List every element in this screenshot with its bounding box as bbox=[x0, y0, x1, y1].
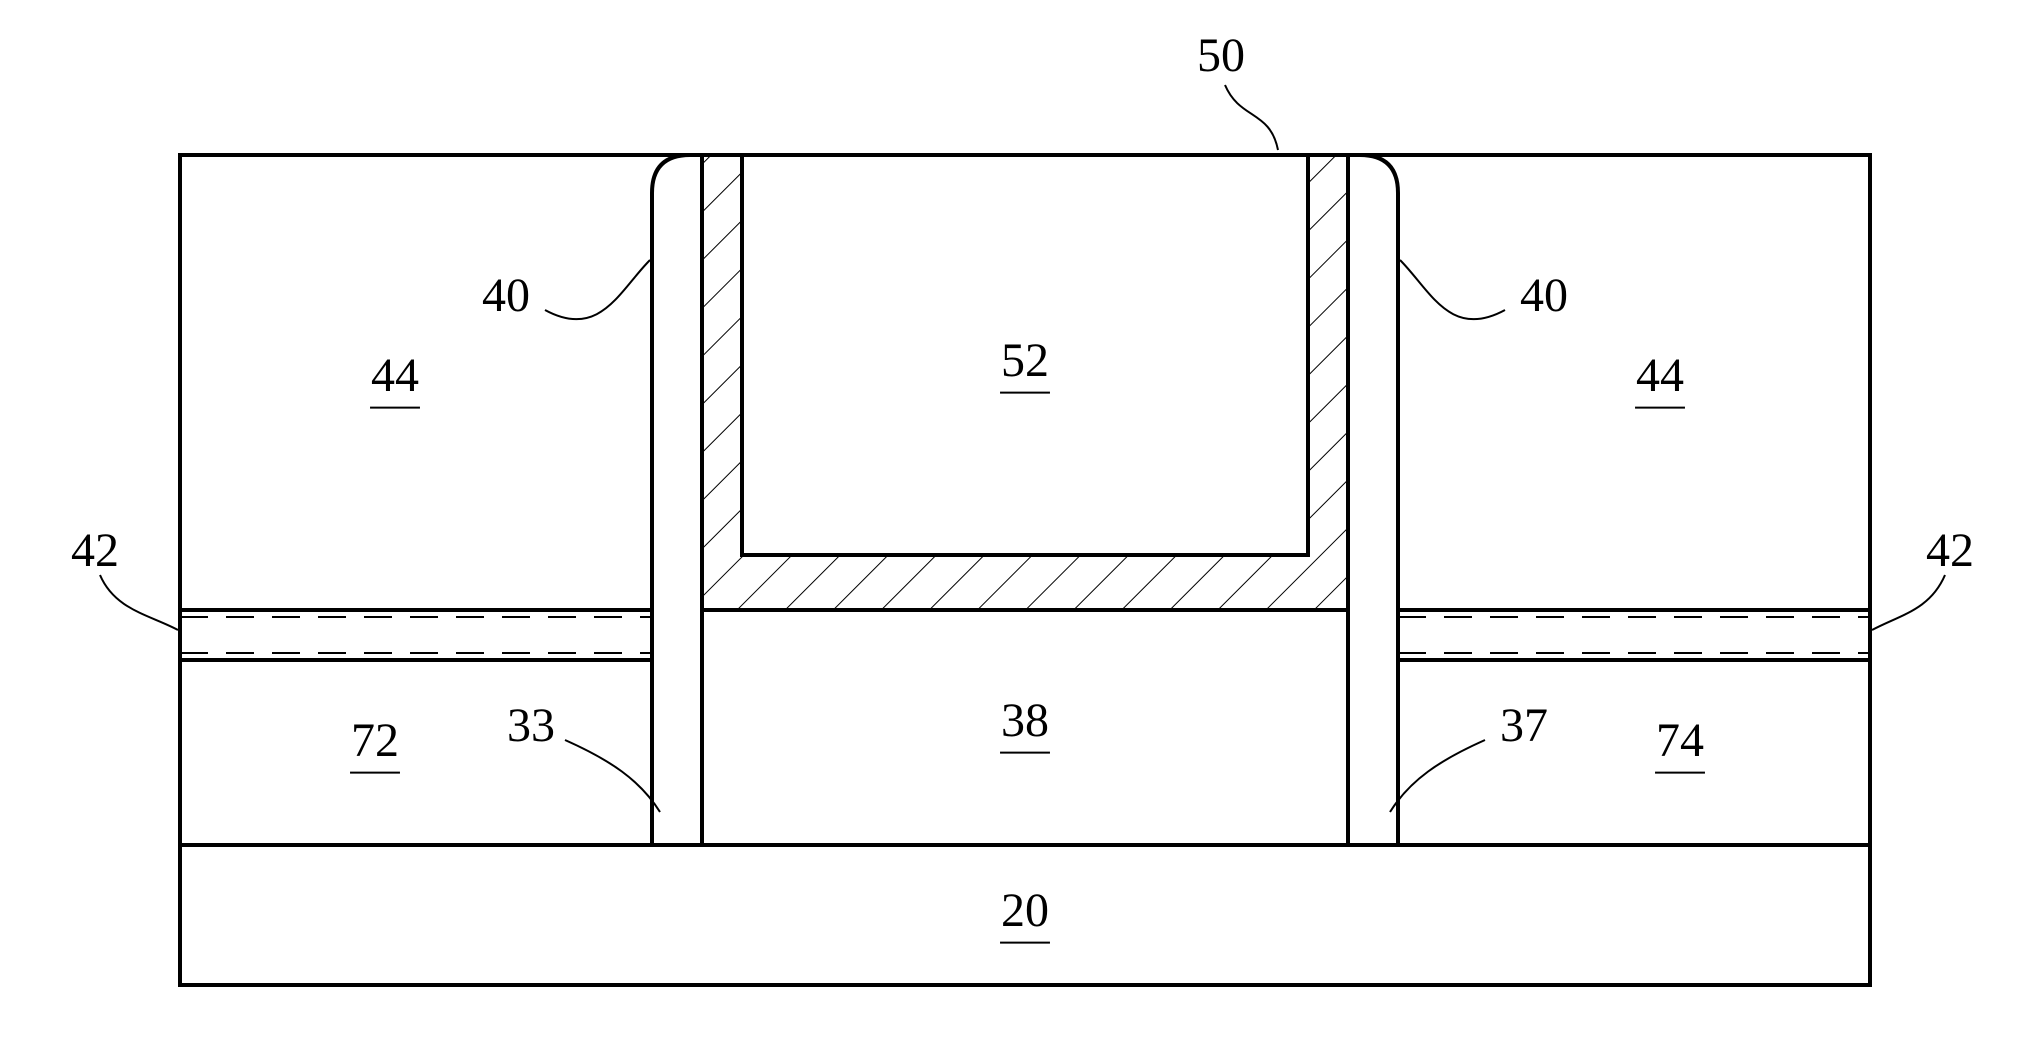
leader-line bbox=[100, 575, 178, 630]
callout-label: 42 bbox=[71, 524, 119, 577]
callout-label: 42 bbox=[1926, 524, 1974, 577]
region-label: 74 bbox=[1656, 714, 1704, 767]
leader-line bbox=[1225, 85, 1278, 150]
leader-line bbox=[545, 260, 650, 319]
leader-line bbox=[565, 740, 660, 812]
region-label: 44 bbox=[1636, 349, 1684, 402]
region-label: 52 bbox=[1001, 334, 1049, 387]
callout-label: 33 bbox=[507, 699, 555, 752]
cross-section-diagram: 44 44 52 72 74 38 20 50 40 40 42 42 33 37 bbox=[0, 0, 2042, 1063]
callout-label: 50 bbox=[1197, 29, 1245, 82]
leader-line bbox=[1390, 740, 1485, 812]
spacer-left bbox=[652, 155, 702, 845]
callout-label: 37 bbox=[1500, 699, 1548, 752]
region-label: 44 bbox=[371, 349, 419, 402]
callout-label: 40 bbox=[1520, 269, 1568, 322]
region-label: 38 bbox=[1001, 694, 1049, 747]
leader-line bbox=[1400, 260, 1505, 319]
region-label: 20 bbox=[1001, 884, 1049, 937]
callout-label: 40 bbox=[482, 269, 530, 322]
region-label: 72 bbox=[351, 714, 399, 767]
spacer-right bbox=[1348, 155, 1398, 845]
leader-line bbox=[1872, 575, 1945, 630]
